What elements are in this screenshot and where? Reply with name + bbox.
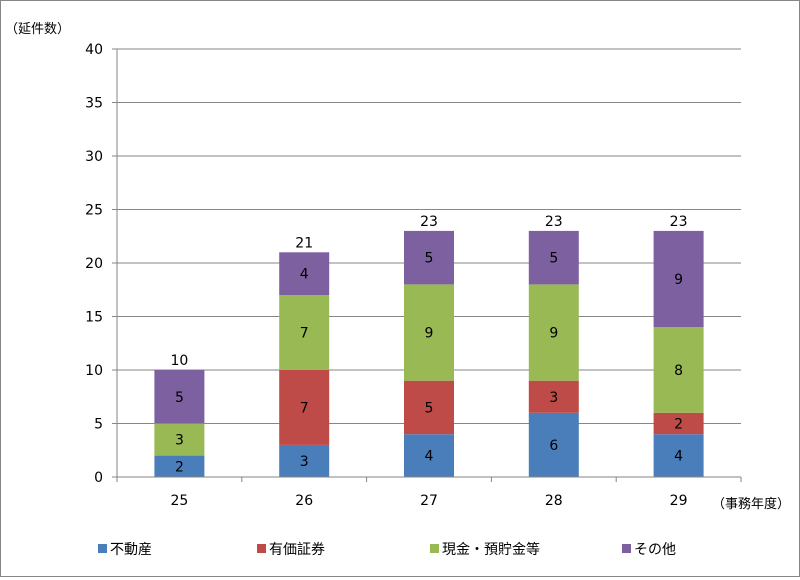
bar-segment-28-1 xyxy=(528,380,579,413)
y-tick-label: 35 xyxy=(85,96,103,112)
total-label: 23 xyxy=(670,214,688,230)
data-label: 7 xyxy=(300,326,309,342)
bar-segments: 2 3 5 3 7 7 4 4 5 9 5 6 3 9 5 4 2 8 9 xyxy=(154,230,704,477)
x-axis-label: （事務年度） xyxy=(712,496,790,512)
data-label: 4 xyxy=(425,449,434,465)
legend-swatch xyxy=(622,544,631,553)
legend-label: 現金・預貯金等 xyxy=(442,541,540,558)
bar-segment-27-3 xyxy=(404,230,454,285)
x-axis-ticks: 25 26 27 28 29 xyxy=(116,477,742,509)
y-tick-label: 40 xyxy=(85,42,103,58)
bar-segment-26-1 xyxy=(279,370,330,445)
axes xyxy=(116,49,741,478)
y-tick-label: 5 xyxy=(94,417,103,433)
data-label: 8 xyxy=(674,363,683,379)
data-label: 7 xyxy=(300,400,309,416)
bar-segment-25-3 xyxy=(154,370,205,424)
y-tick-label: 20 xyxy=(85,256,103,272)
bar-segment-28-3 xyxy=(528,230,579,285)
total-label: 21 xyxy=(295,235,313,251)
bar-segment-27-0 xyxy=(404,434,454,477)
data-label: 5 xyxy=(425,251,434,267)
legend-swatch xyxy=(430,544,439,553)
legend-swatch xyxy=(98,544,107,553)
data-label: 4 xyxy=(300,267,309,283)
total-label: 23 xyxy=(545,214,563,230)
data-label: 4 xyxy=(674,449,683,465)
data-label: 3 xyxy=(549,390,558,406)
total-labels: 10 21 23 23 23 xyxy=(170,214,687,369)
legend-swatch xyxy=(257,544,266,553)
y-tick-label: 30 xyxy=(85,149,103,165)
bar-segment-26-3 xyxy=(279,252,330,296)
bar-segment-26-0 xyxy=(279,444,330,477)
x-tick-label: 25 xyxy=(170,493,188,509)
x-tick-label: 27 xyxy=(420,493,438,509)
data-label: 5 xyxy=(425,400,434,416)
y-axis-ticks: 0 5 10 15 20 25 30 35 40 xyxy=(85,42,117,486)
data-label: 3 xyxy=(300,454,309,470)
bar-segment-28-0 xyxy=(528,412,579,477)
x-tick-label: 29 xyxy=(670,493,688,509)
legend-label: 不動産 xyxy=(110,542,152,558)
data-label: 9 xyxy=(425,326,434,342)
x-tick-label: 26 xyxy=(295,493,313,509)
legend: 不動産 有価証券 現金・預貯金等 その他 xyxy=(98,541,676,558)
bar-segment-29-2 xyxy=(653,327,704,413)
data-label: 5 xyxy=(549,251,558,267)
bar-segment-29-1 xyxy=(653,412,704,435)
bar-segment-25-2 xyxy=(154,423,205,456)
bar-segment-27-2 xyxy=(404,284,454,381)
y-tick-label: 15 xyxy=(85,310,103,326)
data-label: 9 xyxy=(549,326,558,342)
bar-segment-26-2 xyxy=(279,295,330,370)
y-tick-label: 25 xyxy=(85,203,103,219)
data-label: 5 xyxy=(175,390,184,406)
data-label: 6 xyxy=(549,438,558,454)
bar-segment-29-0 xyxy=(653,434,704,477)
bar-segment-25-0 xyxy=(154,455,205,477)
bar-segment-29-3 xyxy=(653,230,704,328)
total-label: 10 xyxy=(170,353,188,369)
x-tick-label: 28 xyxy=(545,493,563,509)
y-tick-label: 10 xyxy=(85,363,103,379)
bar-segment-27-1 xyxy=(404,380,454,435)
bar-segment-28-2 xyxy=(528,284,579,381)
data-label: 2 xyxy=(674,417,683,433)
total-label: 23 xyxy=(420,214,438,230)
data-label: 9 xyxy=(674,272,683,288)
legend-label: その他 xyxy=(634,542,676,558)
y-axis-label: （延件数） xyxy=(5,22,70,37)
data-label: 3 xyxy=(175,433,184,449)
y-tick-label: 0 xyxy=(94,470,103,486)
legend-label: 有価証券 xyxy=(269,542,325,558)
data-label: 2 xyxy=(175,459,184,475)
